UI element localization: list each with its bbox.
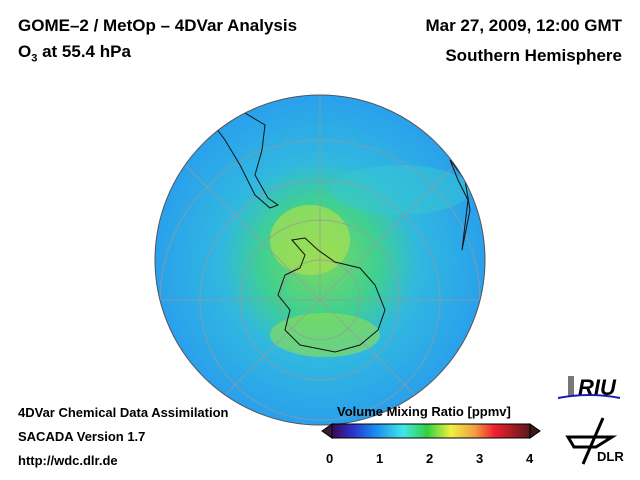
- svg-text:DLR: DLR: [597, 449, 624, 464]
- colorbar-title: Volume Mixing Ratio [ppmv]: [337, 404, 511, 419]
- colorbar: [321, 423, 541, 439]
- footer-url[interactable]: http://wdc.dlr.de: [18, 453, 118, 468]
- colorbar-tick: 4: [526, 451, 534, 466]
- date-label: Mar 27, 2009, 12:00 GMT: [425, 16, 622, 35]
- species-sub: 3: [31, 52, 38, 65]
- colorbar-tick: 2: [426, 451, 434, 466]
- map-subtitle: O3 at 55.4 hPa: [18, 42, 131, 64]
- species: O: [18, 42, 32, 61]
- colorbar-tick: 0: [326, 451, 334, 466]
- colorbar-tick: 1: [376, 451, 384, 466]
- dlr-logo: DLR: [565, 417, 624, 465]
- riu-logo: RIU: [557, 375, 621, 400]
- footer-line-2: SACADA Version 1.7: [18, 429, 146, 444]
- footer-line-1: 4DVar Chemical Data Assimilation: [18, 405, 229, 420]
- ozone-maximum: [270, 205, 350, 275]
- map-title: GOME–2 / MetOp – 4DVar Analysis: [18, 16, 298, 35]
- colorbar-tick: 3: [476, 451, 484, 466]
- region-label: Southern Hemisphere: [445, 46, 622, 65]
- pressure-level: at 55.4 hPa: [37, 42, 131, 61]
